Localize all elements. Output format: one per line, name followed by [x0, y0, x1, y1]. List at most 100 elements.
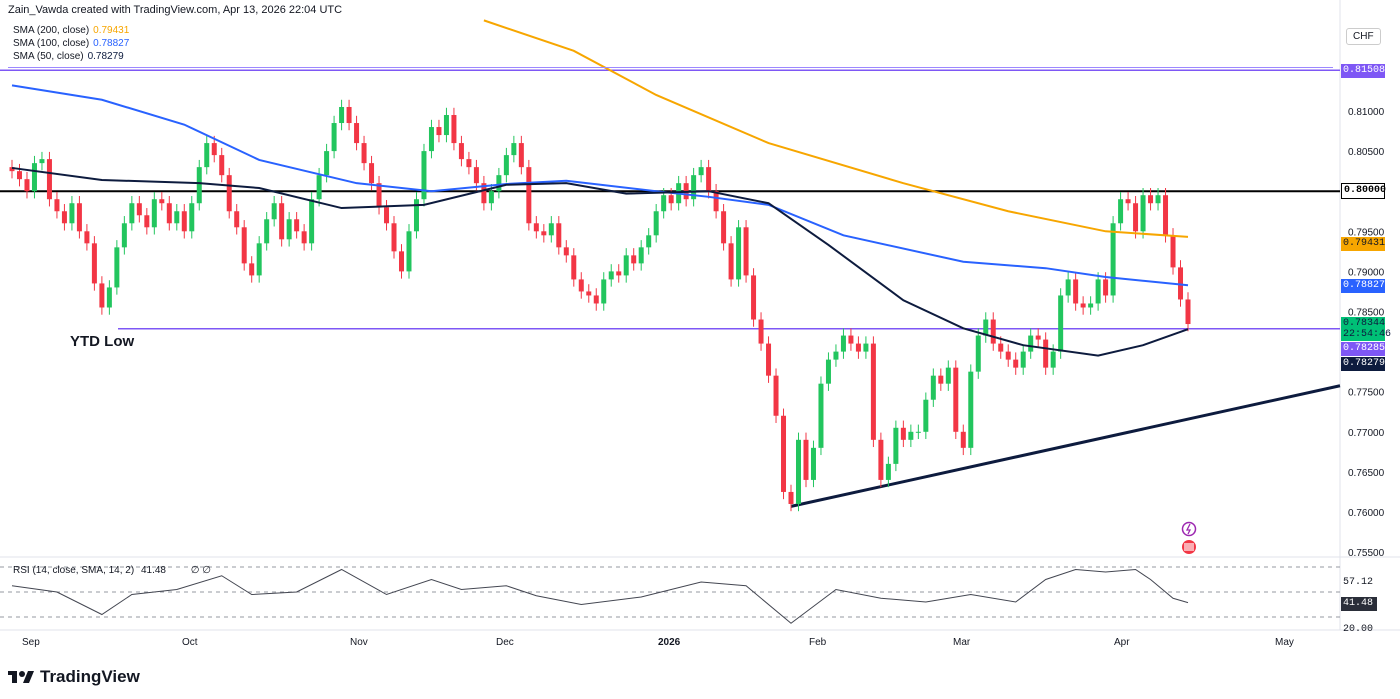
candle-body [788, 491, 794, 504]
candle-body [316, 175, 322, 200]
candle-body [930, 375, 936, 400]
candle [601, 272, 607, 311]
candle-body [533, 223, 539, 232]
candle [818, 376, 824, 456]
candle [481, 175, 487, 211]
rsi-legend[interactable]: RSI (14, close, SMA, 14, 2) 41.48 ∅ ∅ [13, 565, 211, 576]
candle-body [76, 203, 82, 232]
candle-body [646, 235, 652, 248]
rsi-line [11, 568, 1189, 624]
candle-body [863, 343, 869, 352]
candle [181, 204, 187, 239]
candle-body [339, 106, 345, 124]
candle [855, 336, 861, 359]
price-tick-label: 0.75500 [1348, 548, 1385, 559]
candle-body [211, 143, 217, 156]
candle [271, 196, 277, 227]
candle [908, 424, 914, 448]
candle [69, 196, 75, 231]
candle [840, 328, 846, 359]
candle [878, 432, 884, 488]
candle [256, 236, 262, 283]
chart-canvas[interactable]: 0.81000 0.80500 0.79500 0.79000 0.78500 0.775… [0, 0, 1400, 660]
candle-body [1058, 295, 1064, 352]
candle-body [938, 375, 944, 384]
candle-body [691, 175, 697, 200]
candle [885, 456, 891, 488]
candle-body [91, 243, 97, 284]
plot-area[interactable] [0, 0, 1400, 631]
price-tick-label: 0.81000 [1348, 107, 1385, 118]
lightning-event-icon[interactable] [1181, 521, 1197, 537]
candle-body [451, 115, 457, 144]
candle-body [803, 439, 809, 480]
candle [204, 135, 210, 175]
candle [810, 440, 816, 488]
candle-body [571, 255, 577, 280]
candle-body [1035, 335, 1041, 340]
legend-value: 0.79431 [93, 25, 130, 36]
tradingview-logo[interactable]: TradingView [8, 667, 140, 687]
candle-body [840, 335, 846, 352]
ytd-low-label: YTD Low [70, 333, 135, 350]
candle [563, 240, 569, 263]
candle [391, 216, 397, 259]
candle [1020, 344, 1026, 375]
candle [451, 107, 457, 151]
price-tick-label: 0.80500 [1348, 147, 1385, 158]
candle [975, 328, 981, 379]
candle-body [698, 167, 704, 176]
candle-body [1148, 195, 1154, 204]
price-tag-sma100: 0.78827 [1341, 279, 1386, 293]
legend-label: SMA (100, close) [13, 38, 90, 49]
candle [938, 368, 944, 391]
candle-body [758, 319, 764, 344]
legend-value: 0.78279 [87, 51, 124, 62]
candle-body [825, 359, 831, 384]
candle-body [743, 227, 749, 276]
candle-body [84, 231, 90, 244]
legend-sma200[interactable]: SMA (200, close) 0.79431 [13, 24, 1333, 37]
candle-body [46, 159, 52, 200]
lightning-glyph-icon [1185, 523, 1192, 535]
candle-body [99, 283, 105, 308]
candle-body [1140, 195, 1146, 232]
candle-body [159, 199, 165, 204]
candle-body [481, 183, 487, 204]
candle-body [810, 447, 816, 480]
candle-body [960, 431, 966, 448]
candle-body [219, 155, 225, 176]
candle-body [1155, 195, 1161, 204]
candle [930, 368, 936, 407]
legend-sma50[interactable]: SMA (50, close) 0.78279 [13, 50, 1333, 63]
candle [1035, 328, 1041, 347]
brand-name: TradingView [40, 667, 140, 686]
candle-body [136, 203, 142, 216]
candle-body [309, 199, 315, 244]
candle-body [945, 367, 951, 384]
candle-body [301, 231, 307, 244]
candle-body [900, 427, 906, 440]
candle [466, 151, 472, 175]
candle-body [31, 163, 37, 192]
candle [983, 312, 989, 343]
legend-sma100[interactable]: SMA (100, close) 0.78827 [13, 37, 1333, 50]
candle-body [106, 287, 112, 308]
candle [339, 99, 345, 131]
candle-body [1163, 195, 1169, 236]
candle [713, 183, 719, 219]
candle-body [593, 295, 599, 304]
price-axis[interactable]: 0.81000 0.80500 0.79500 0.79000 0.78500 0.775… [1348, 107, 1385, 559]
candle [31, 155, 37, 199]
candle-body [24, 179, 30, 192]
candle [16, 163, 22, 187]
time-tick-label: Dec [496, 637, 514, 648]
candle [174, 204, 180, 231]
currency-label[interactable]: CHF [1346, 28, 1381, 45]
candle [428, 119, 434, 159]
candle-body [766, 343, 772, 376]
candle [1163, 187, 1169, 243]
event-icons [1181, 521, 1197, 554]
candle-body [1050, 351, 1056, 368]
candle [998, 336, 1004, 359]
